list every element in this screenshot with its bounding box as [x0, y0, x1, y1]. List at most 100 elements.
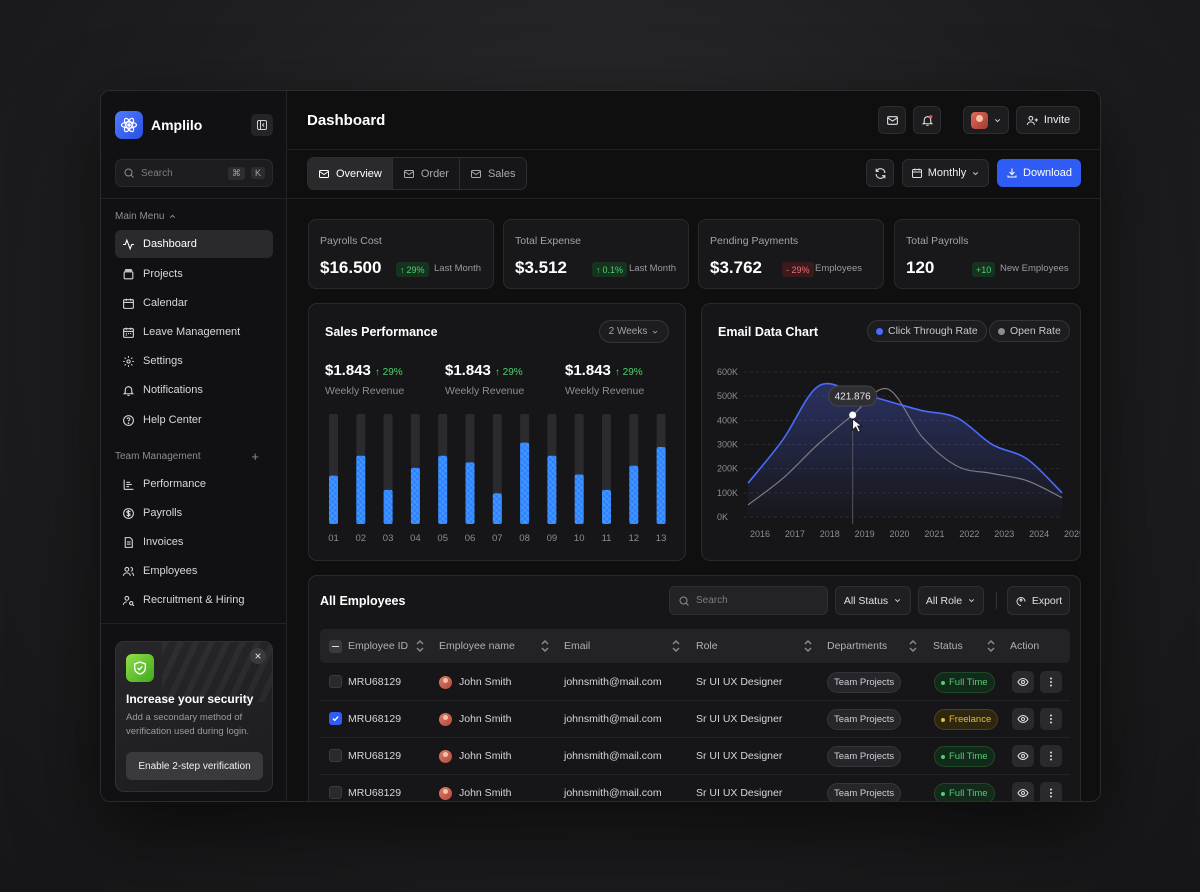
- select-all-checkbox[interactable]: [329, 640, 342, 653]
- column-header-employee-id[interactable]: Employee ID: [348, 640, 409, 652]
- bell-icon: [122, 385, 135, 396]
- user-menu-button[interactable]: [963, 106, 1009, 134]
- view-button[interactable]: [1012, 745, 1034, 767]
- line-open-rate[interactable]: [747, 387, 1063, 506]
- status-filter-select[interactable]: All Status: [835, 586, 911, 615]
- stat-badge-text: +10: [976, 264, 992, 275]
- mail-icon: [470, 169, 481, 178]
- sidebar-item-calendar[interactable]: Calendar: [115, 289, 273, 317]
- bar[interactable]: [492, 493, 502, 524]
- range-label: 2 Weeks: [608, 326, 648, 337]
- line-click-through-rate[interactable]: [747, 382, 1063, 494]
- sidebar-item-projects[interactable]: Projects: [115, 260, 273, 288]
- sidebar-item-payrolls[interactable]: Payrolls: [115, 499, 273, 527]
- more-button[interactable]: [1040, 671, 1062, 693]
- table-row[interactable]: MRU68129 John Smith johnsmith@mail.com S…: [320, 738, 1070, 775]
- sidebar-item-help-center[interactable]: Help Center: [115, 406, 273, 434]
- x-tick-label: 03: [383, 533, 394, 544]
- row-checkbox[interactable]: [329, 749, 342, 762]
- invite-button[interactable]: Invite: [1016, 106, 1080, 134]
- bar[interactable]: [547, 455, 557, 524]
- bar[interactable]: [629, 465, 639, 524]
- legend-label: Click Through Rate: [888, 325, 978, 337]
- export-button[interactable]: Export: [1007, 586, 1070, 615]
- column-header-employee-name[interactable]: Employee name: [439, 640, 515, 652]
- chart-icon: [123, 479, 134, 490]
- mail-button[interactable]: [878, 106, 906, 134]
- dollar-icon: [123, 507, 134, 519]
- tab-order[interactable]: Order: [393, 158, 460, 189]
- row-checkbox[interactable]: [329, 786, 342, 799]
- tab-sales[interactable]: Sales: [460, 158, 526, 189]
- column-header-role[interactable]: Role: [696, 640, 718, 652]
- stat-value: $16.500: [320, 258, 382, 277]
- sidebar-item-recruitment[interactable]: Recruitment & Hiring: [115, 586, 273, 614]
- security-card: Increase your security Add a secondary m…: [115, 641, 273, 792]
- bar[interactable]: [656, 447, 666, 524]
- bar[interactable]: [520, 442, 530, 524]
- bar[interactable]: [356, 455, 366, 524]
- brand[interactable]: Amplilo: [115, 111, 202, 139]
- row-checkbox[interactable]: [329, 675, 342, 688]
- notifications-button[interactable]: [913, 106, 941, 134]
- status-badge: Full Time: [934, 783, 995, 801]
- cell-email: johnsmith@mail.com: [564, 713, 662, 725]
- legend-open-rate[interactable]: Open Rate: [989, 320, 1070, 342]
- sidebar-item-dashboard[interactable]: Dashboard: [115, 230, 273, 258]
- view-button[interactable]: [1012, 782, 1034, 801]
- sort-icon[interactable]: [908, 640, 918, 652]
- column-header-departments[interactable]: Departments: [827, 640, 888, 652]
- column-header-status[interactable]: Status: [933, 640, 963, 652]
- bar[interactable]: [383, 489, 393, 524]
- sidebar-item-employees[interactable]: Employees: [115, 557, 273, 585]
- x-tick-label: 02: [356, 533, 367, 544]
- refresh-button[interactable]: [866, 159, 894, 187]
- legend-click-through-rate[interactable]: Click Through Rate: [867, 320, 987, 342]
- main-menu-label-text: Main Menu: [115, 211, 165, 222]
- employee-search-input[interactable]: Search: [669, 586, 828, 615]
- bar[interactable]: [438, 455, 448, 524]
- bar[interactable]: [574, 474, 584, 525]
- download-button[interactable]: Download: [997, 159, 1081, 187]
- table-header: Employee ID Employee name Email Role Dep…: [320, 629, 1070, 663]
- sidebar-item-performance[interactable]: Performance: [115, 470, 273, 498]
- row-checkbox[interactable]: [329, 712, 342, 725]
- period-select[interactable]: Monthly: [902, 159, 989, 187]
- sort-icon[interactable]: [671, 640, 681, 652]
- column-header-email[interactable]: Email: [564, 640, 591, 652]
- bar[interactable]: [602, 489, 611, 524]
- sidebar-item-leave-management[interactable]: Leave Management: [115, 318, 273, 346]
- sidebar-search-input[interactable]: Search ⌘ K: [115, 159, 273, 187]
- sidebar-collapse-button[interactable]: [251, 114, 273, 136]
- sort-icon[interactable]: [415, 640, 425, 652]
- sidebar-item-invoices[interactable]: Invoices: [115, 528, 273, 556]
- view-button[interactable]: [1012, 708, 1034, 730]
- table-row[interactable]: MRU68129 John Smith johnsmith@mail.com S…: [320, 664, 1070, 701]
- sort-icon[interactable]: [803, 640, 813, 652]
- enable-2fa-button[interactable]: Enable 2-step verification: [126, 752, 263, 780]
- view-button[interactable]: [1012, 671, 1034, 693]
- more-vertical-icon: [1050, 788, 1052, 798]
- security-card-close-button[interactable]: [250, 648, 266, 664]
- more-button[interactable]: [1040, 708, 1062, 730]
- bar[interactable]: [465, 462, 475, 524]
- close-icon: [255, 653, 261, 659]
- add-team-icon[interactable]: +: [251, 449, 259, 464]
- bar[interactable]: [410, 467, 420, 524]
- legend-label: Open Rate: [1010, 325, 1061, 337]
- hover-point[interactable]: [849, 411, 857, 419]
- table-row[interactable]: MRU68129 John Smith johnsmith@mail.com S…: [320, 701, 1070, 738]
- bar[interactable]: [329, 475, 338, 524]
- sidebar-item-notifications[interactable]: Notifications: [115, 376, 273, 404]
- table-row[interactable]: MRU68129 John Smith johnsmith@mail.com S…: [320, 775, 1070, 801]
- main-menu-label[interactable]: Main Menu: [115, 211, 177, 222]
- more-button[interactable]: [1040, 745, 1062, 767]
- sidebar-item-settings[interactable]: Settings: [115, 347, 273, 375]
- check-icon: [332, 716, 339, 722]
- sort-icon[interactable]: [540, 640, 550, 652]
- more-button[interactable]: [1040, 782, 1062, 801]
- tab-overview[interactable]: Overview: [308, 158, 393, 189]
- sort-icon[interactable]: [986, 640, 996, 652]
- role-filter-select[interactable]: All Role: [918, 586, 984, 615]
- range-select[interactable]: 2 Weeks: [599, 320, 669, 343]
